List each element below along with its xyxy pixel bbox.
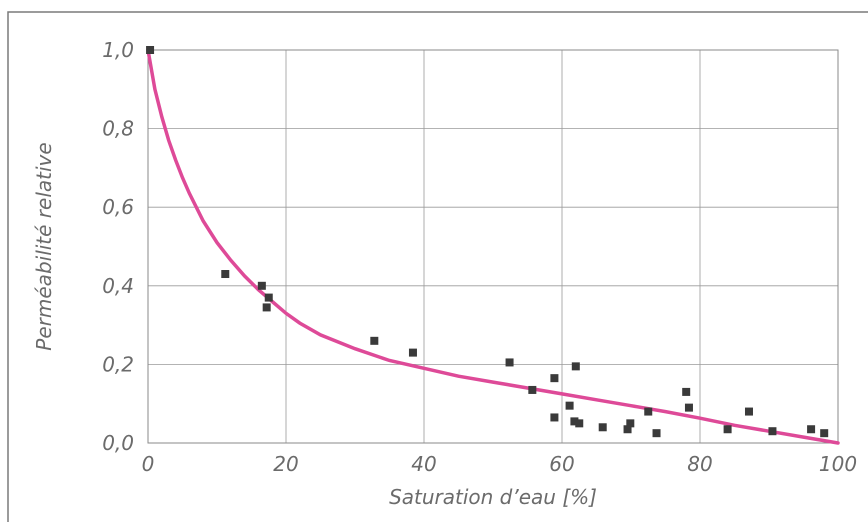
plot-border	[147, 49, 839, 444]
data-point	[682, 387, 691, 396]
y-axis-label: Perméabilité relative	[32, 142, 56, 350]
data-point	[626, 419, 635, 428]
data-point	[262, 303, 271, 312]
data-point	[257, 281, 266, 290]
y-tick-label: 0,2	[102, 352, 134, 376]
y-tick-label: 0,4	[102, 274, 134, 298]
data-point	[820, 429, 829, 438]
plot-area	[146, 46, 840, 445]
x-tick-label: 100	[819, 452, 857, 476]
plot-background	[148, 50, 838, 443]
data-points	[146, 46, 829, 438]
y-tick-label: 1,0	[102, 38, 134, 62]
y-tick-label: 0,0	[102, 431, 134, 455]
data-point	[598, 423, 607, 432]
fit-curve	[146, 48, 840, 445]
x-tick-label: 20	[273, 452, 298, 476]
y-tick-label: 0,8	[102, 117, 134, 141]
data-point	[221, 270, 230, 279]
data-point	[264, 293, 273, 302]
x-axis-ticks: 0 20 40 60 80 100	[142, 452, 857, 476]
data-point	[570, 417, 579, 426]
x-tick-label: 0	[142, 452, 155, 476]
x-tick-label: 60	[549, 452, 574, 476]
data-point	[550, 413, 559, 422]
data-point	[575, 419, 584, 428]
outer-border	[7, 11, 868, 522]
data-point	[146, 46, 155, 54]
data-point	[744, 407, 753, 416]
data-point	[528, 385, 537, 394]
data-point	[652, 429, 661, 438]
x-tick-label: 40	[411, 452, 436, 476]
data-point	[623, 425, 632, 434]
data-point	[768, 427, 777, 436]
data-point	[408, 348, 417, 357]
data-point	[505, 358, 514, 367]
x-tick-label: 80	[687, 452, 712, 476]
data-point	[684, 403, 693, 412]
data-point	[565, 401, 574, 410]
data-point	[571, 362, 580, 371]
data-point	[370, 336, 379, 345]
y-tick-label: 0,6	[102, 195, 134, 219]
data-point	[644, 407, 653, 416]
data-point	[723, 425, 732, 434]
x-axis-label: Saturation d’eau [%]	[389, 485, 597, 509]
y-axis-ticks: 0,0 0,2 0,4 0,6 0,8 1,0	[102, 38, 134, 455]
data-point	[807, 425, 816, 434]
data-point	[550, 374, 559, 383]
